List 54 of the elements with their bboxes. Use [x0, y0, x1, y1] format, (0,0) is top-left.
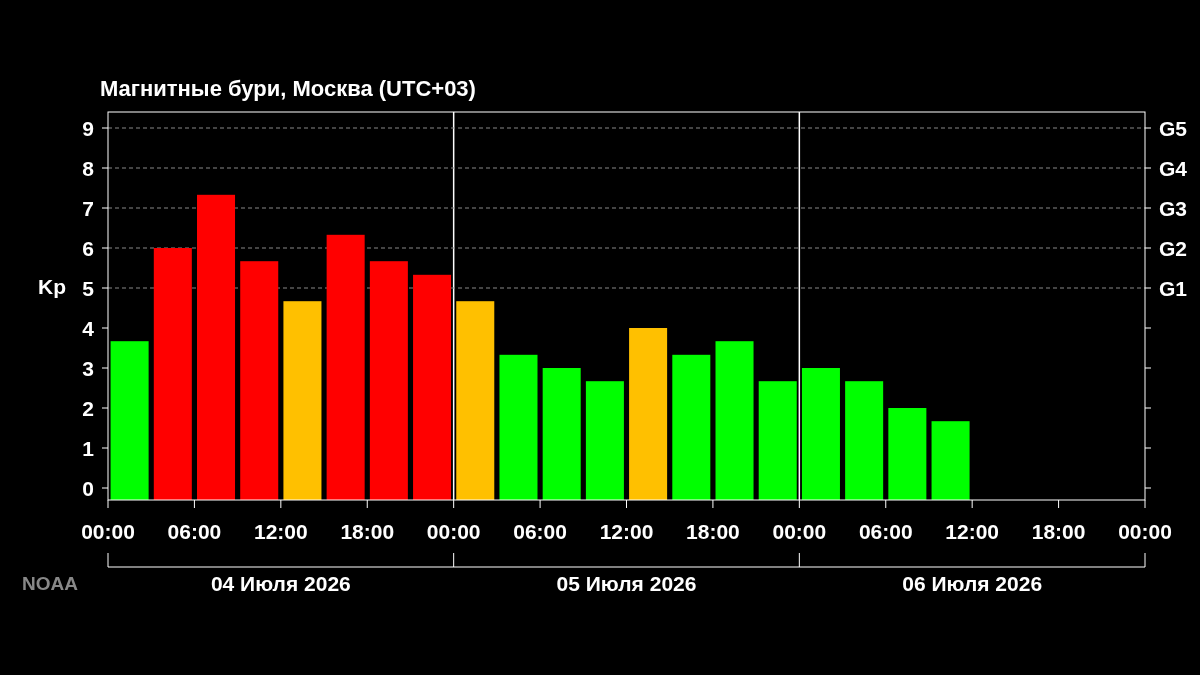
x-tick-label: 12:00 [599, 519, 654, 543]
x-tick-label: 18:00 [1031, 519, 1086, 543]
text: 05 Июля 2026 [556, 571, 697, 595]
y-tick-label: 2 [82, 396, 94, 420]
x-tick-label: 00:00 [81, 519, 135, 543]
y-tick-label: 6 [82, 236, 94, 260]
y-tick-label: 5 [82, 276, 95, 300]
x-tick-label: 06:00 [513, 519, 567, 543]
ref-line-label: G5 [1159, 116, 1188, 140]
bar [672, 354, 711, 500]
bar [715, 341, 754, 500]
bar [845, 381, 884, 500]
x-tick-label: 00:00 [772, 519, 827, 543]
y-tick-label: 7 [82, 196, 94, 220]
x-tick-label: 06:00 [167, 519, 222, 543]
bar [801, 368, 840, 500]
bar [240, 261, 279, 500]
bar [629, 328, 668, 500]
bar [110, 341, 149, 500]
x-tick-label: 12:00 [945, 519, 1000, 543]
bar [369, 261, 408, 500]
bar [413, 274, 452, 500]
bar [197, 194, 236, 500]
ref-line-label: G4 [1159, 156, 1188, 180]
bar [758, 381, 797, 500]
bar [456, 301, 495, 500]
y-axis-title: Kp [38, 274, 66, 298]
bar [585, 381, 624, 500]
x-tick-label: 18:00 [686, 519, 740, 543]
x-tick-label: 06:00 [858, 519, 913, 543]
ref-line-label: G1 [1159, 276, 1188, 300]
bar [542, 368, 581, 500]
y-tick-label: 4 [82, 316, 95, 340]
chart-title: Магнитные бури, Москва (UTC+03) [100, 76, 476, 101]
bar [326, 234, 365, 500]
bar [283, 301, 322, 500]
y-tick-label: 8 [82, 156, 95, 180]
x-tick-label: 00:00 [426, 519, 481, 543]
x-tick-label: 18:00 [340, 519, 395, 543]
ref-line-label: G3 [1159, 196, 1188, 220]
text: 06 Июля 2026 [902, 571, 1043, 595]
x-tick-label: 12:00 [253, 519, 308, 543]
bar [888, 408, 927, 500]
bar [499, 354, 538, 500]
bar [931, 421, 970, 500]
y-tick-label: 0 [82, 476, 94, 500]
y-tick-label: 1 [82, 436, 95, 460]
y-tick-label: 9 [82, 116, 94, 140]
text: 04 Июля 2026 [210, 571, 351, 595]
y-tick-label: 3 [82, 356, 94, 380]
text: NOAA [22, 572, 79, 594]
ref-line-label: G2 [1159, 236, 1188, 260]
x-tick-label: 00:00 [1118, 519, 1172, 543]
bar [153, 248, 192, 500]
